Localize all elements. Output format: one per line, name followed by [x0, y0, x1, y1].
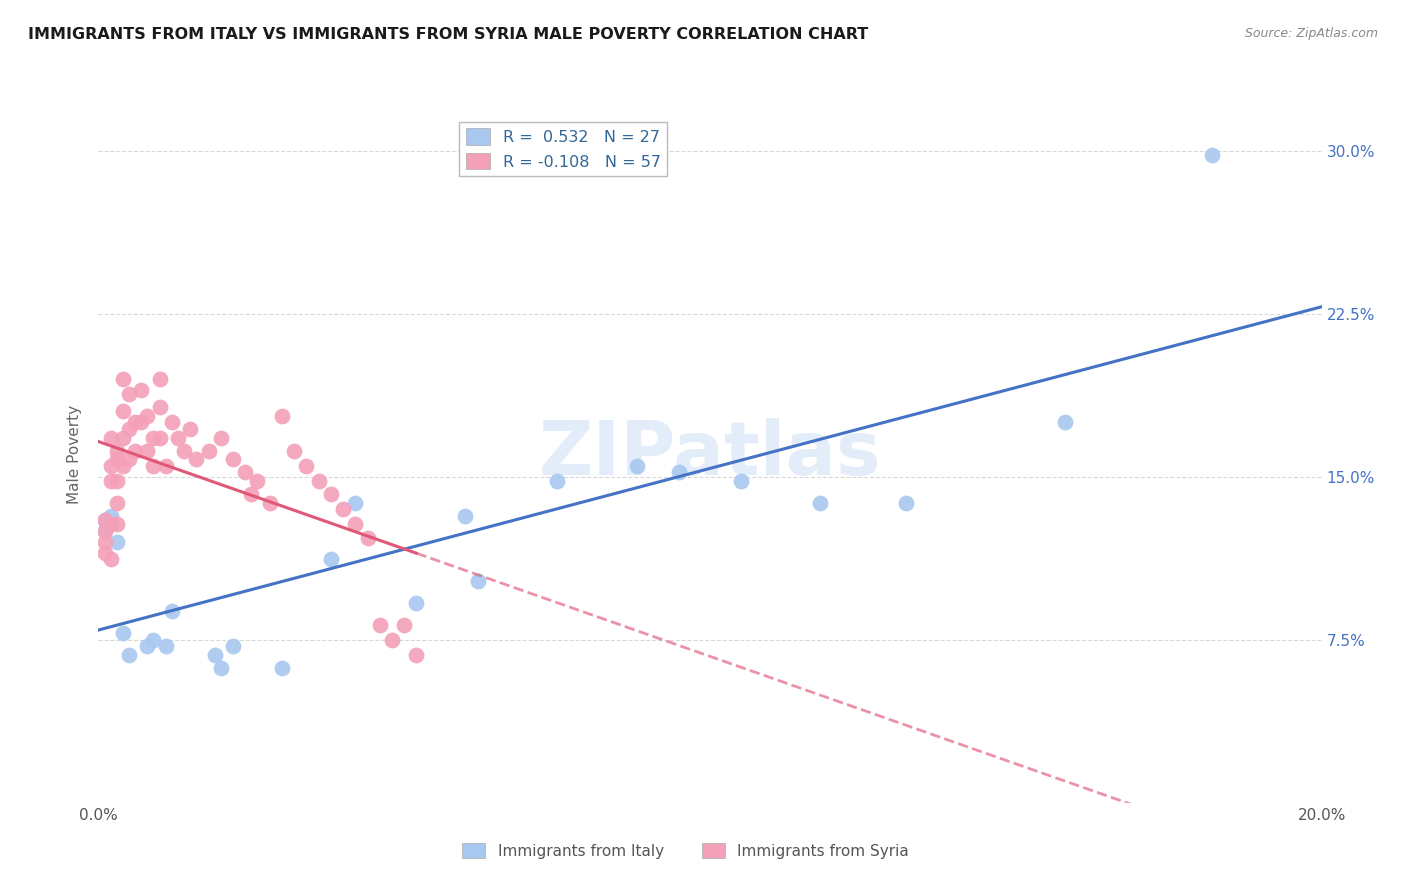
Point — [259, 496, 281, 510]
Point — [149, 400, 172, 414]
Point — [270, 409, 292, 423]
Point — [105, 517, 128, 532]
Text: Source: ZipAtlas.com: Source: ZipAtlas.com — [1244, 27, 1378, 40]
Point — [111, 431, 134, 445]
Point — [392, 617, 416, 632]
Point — [626, 458, 648, 473]
Point — [222, 639, 245, 653]
Point — [105, 452, 128, 467]
Point — [129, 415, 152, 429]
Point — [149, 372, 172, 386]
Point — [405, 648, 427, 662]
Point — [149, 431, 172, 445]
Point — [160, 605, 183, 619]
Point — [197, 443, 219, 458]
Text: IMMIGRANTS FROM ITALY VS IMMIGRANTS FROM SYRIA MALE POVERTY CORRELATION CHART: IMMIGRANTS FROM ITALY VS IMMIGRANTS FROM… — [28, 27, 869, 42]
Point — [100, 431, 122, 445]
Point — [1053, 415, 1076, 429]
Point — [93, 535, 115, 549]
Point — [105, 474, 128, 488]
Point — [808, 496, 831, 510]
Point — [368, 617, 391, 632]
Point — [209, 431, 232, 445]
Legend: Immigrants from Italy, Immigrants from Syria: Immigrants from Italy, Immigrants from S… — [457, 837, 915, 864]
Point — [142, 458, 165, 473]
Point — [100, 508, 122, 523]
Point — [155, 458, 177, 473]
Point — [155, 639, 177, 653]
Point — [111, 626, 134, 640]
Point — [100, 458, 122, 473]
Point — [546, 474, 568, 488]
Point — [105, 496, 128, 510]
Point — [222, 452, 245, 467]
Point — [160, 415, 183, 429]
Point — [129, 383, 152, 397]
Point — [295, 458, 318, 473]
Point — [240, 487, 263, 501]
Point — [668, 466, 690, 480]
Point — [105, 535, 128, 549]
Point — [246, 474, 269, 488]
Point — [467, 574, 489, 588]
Y-axis label: Male Poverty: Male Poverty — [67, 405, 83, 505]
Point — [308, 474, 330, 488]
Point — [124, 443, 146, 458]
Point — [894, 496, 917, 510]
Point — [111, 458, 134, 473]
Point — [136, 409, 159, 423]
Point — [332, 502, 354, 516]
Point — [209, 661, 232, 675]
Point — [93, 513, 115, 527]
Point — [100, 552, 122, 566]
Point — [118, 452, 141, 467]
Point — [179, 422, 201, 436]
Point — [730, 474, 752, 488]
Point — [100, 517, 122, 532]
Text: ZIPatlas: ZIPatlas — [538, 418, 882, 491]
Point — [319, 552, 342, 566]
Point — [167, 431, 190, 445]
Point — [118, 422, 141, 436]
Point — [93, 524, 115, 538]
Point — [1201, 148, 1223, 162]
Point — [356, 531, 378, 545]
Point — [142, 632, 165, 647]
Point — [233, 466, 256, 480]
Point — [118, 387, 141, 401]
Point — [204, 648, 226, 662]
Point — [454, 508, 477, 523]
Point — [270, 661, 292, 675]
Point — [381, 632, 404, 647]
Point — [136, 639, 159, 653]
Point — [136, 443, 159, 458]
Point — [111, 404, 134, 418]
Point — [105, 443, 128, 458]
Point — [93, 524, 115, 538]
Point — [93, 513, 115, 527]
Point — [93, 546, 115, 560]
Point — [283, 443, 305, 458]
Point — [142, 431, 165, 445]
Point — [118, 648, 141, 662]
Point — [111, 372, 134, 386]
Point — [100, 474, 122, 488]
Point — [405, 596, 427, 610]
Point — [319, 487, 342, 501]
Point — [344, 517, 367, 532]
Point — [344, 496, 367, 510]
Point — [186, 452, 208, 467]
Point — [124, 415, 146, 429]
Point — [173, 443, 195, 458]
